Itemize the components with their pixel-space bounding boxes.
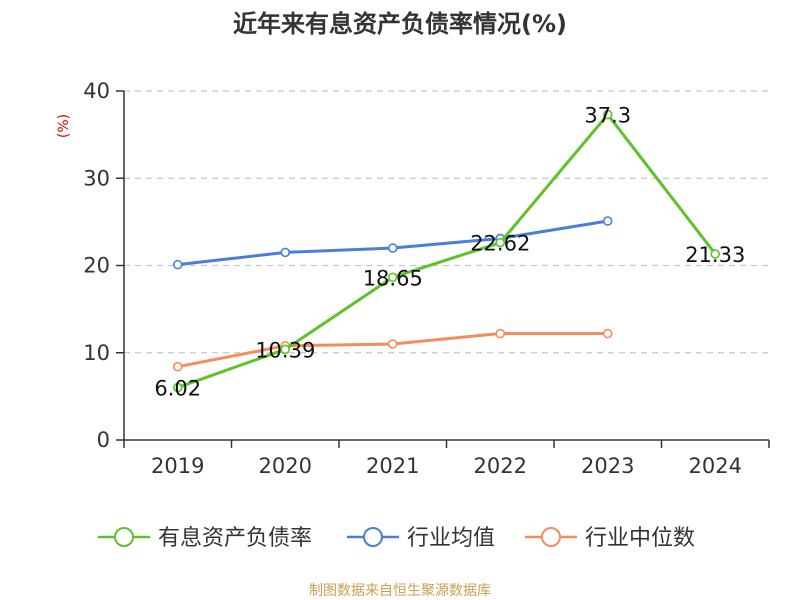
data-point <box>172 259 183 270</box>
legend-marker-icon <box>363 527 383 547</box>
legend-item-1[interactable]: 有息资产负债率 <box>98 526 312 551</box>
data-point <box>172 361 183 372</box>
series-line-1 <box>177 113 717 389</box>
data-point <box>280 344 291 355</box>
legend-label: 有息资产负债率 <box>158 526 312 551</box>
data-point <box>602 328 613 339</box>
data-point <box>387 272 398 283</box>
x-tick-label: 2023 <box>581 454 634 478</box>
chart-title: 近年来有息资产负债率情况(%) <box>233 10 567 38</box>
y-tick-label: 10 <box>83 341 110 365</box>
y-tick-label: 30 <box>83 166 110 190</box>
data-point <box>710 249 721 259</box>
data-label: 37.3 <box>584 104 631 128</box>
x-tick-label: 2020 <box>259 454 312 478</box>
axis-layer: 0 10 20 30 40 2019 2020 2021 2022 2023 2024 <box>83 79 770 478</box>
source-note: 制图数据来自恒生聚源数据库 <box>309 583 491 599</box>
data-label: 18.65 <box>363 266 423 290</box>
data-label: 10.39 <box>255 338 315 362</box>
series-line-3 <box>177 332 608 369</box>
data-point <box>495 237 506 248</box>
legend-label: 行业中位数 <box>585 526 695 551</box>
grid-layer <box>124 90 769 354</box>
x-tick-label: 2021 <box>366 454 419 478</box>
legend-label: 行业均值 <box>407 526 495 551</box>
data-point <box>602 216 613 226</box>
legend-item-3[interactable]: 行业中位数 <box>525 526 695 551</box>
x-tick-label: 2024 <box>689 454 742 478</box>
series-line-2 <box>177 219 608 267</box>
legend-marker-icon <box>541 527 561 547</box>
data-point <box>387 339 398 349</box>
data-point <box>172 382 183 393</box>
data-label: 22.62 <box>470 232 530 256</box>
data-point <box>387 243 398 253</box>
data-point <box>495 328 506 339</box>
data-label: 21.33 <box>685 243 745 267</box>
y-tick-label: 40 <box>83 79 110 103</box>
series-layer <box>172 109 721 393</box>
y-tick-label: 0 <box>97 428 110 452</box>
data-label-layer: 6.02 10.39 18.65 22.62 37.3 21.33 <box>154 104 745 401</box>
data-label: 6.02 <box>154 376 201 400</box>
legend-marker-icon <box>114 527 134 547</box>
y-axis-unit-label: (%) <box>56 114 72 138</box>
y-tick-label: 20 <box>83 254 110 278</box>
data-point <box>280 247 291 258</box>
legend[interactable]: 有息资产负债率 行业均值 行业中位数 <box>98 526 695 551</box>
data-point <box>602 109 613 120</box>
x-tick-label: 2019 <box>151 454 204 478</box>
legend-item-2[interactable]: 行业均值 <box>347 526 495 551</box>
x-tick-label: 2022 <box>474 454 527 478</box>
